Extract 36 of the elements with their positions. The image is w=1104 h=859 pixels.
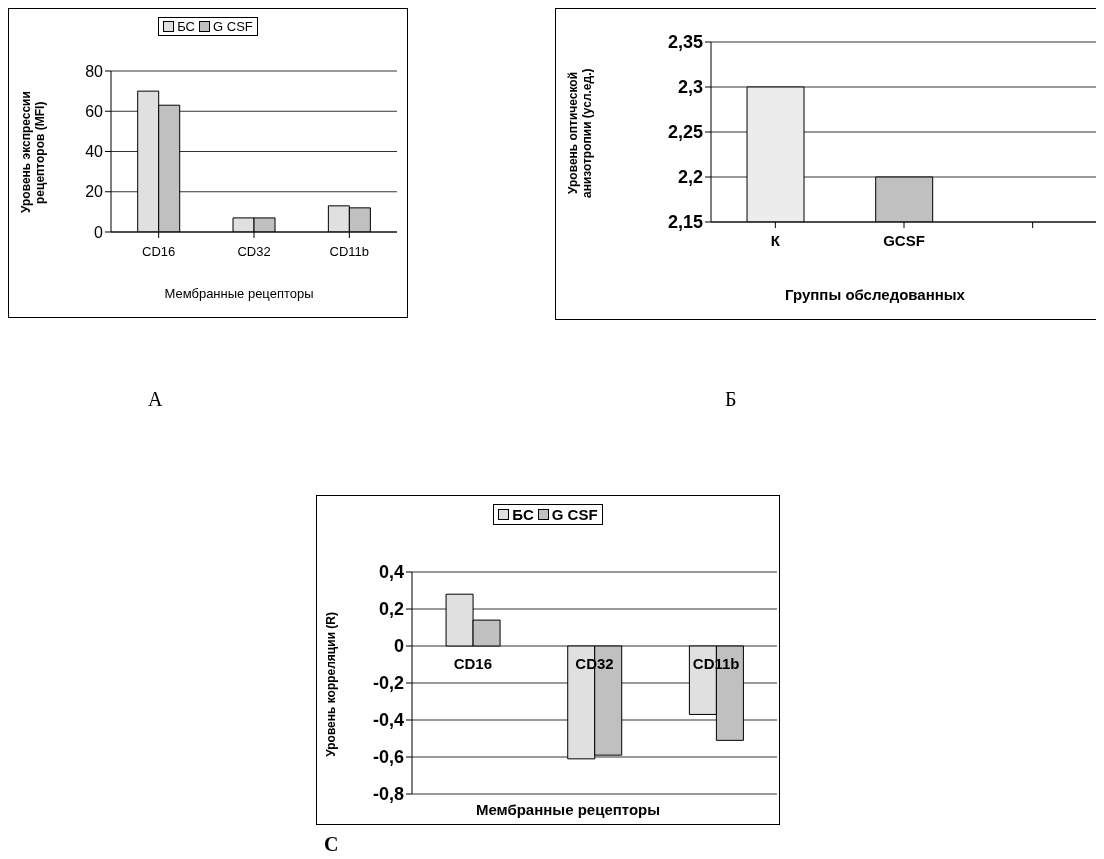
y-tick-label: 0 [393, 636, 404, 657]
x-tick-label: CD11b [329, 244, 370, 259]
x-tick-label: CD16 [142, 244, 176, 259]
x-tick-label: CD32 [237, 244, 271, 259]
y-tick-label: 2,25 [667, 122, 703, 143]
x-axis-title: Группы обследованных [784, 286, 966, 303]
text: C [324, 833, 339, 853]
y-axis-title: Уровень оптической анизотропии (усл.ед.) [566, 67, 594, 200]
legend-label: G CSF [212, 19, 253, 34]
y-tick-label: 40 [85, 143, 104, 161]
text: Б [725, 388, 737, 411]
y-tick-label: 2,15 [667, 212, 703, 233]
y-tick-label: 20 [85, 183, 104, 201]
y-tick-label: -0,2 [372, 673, 404, 694]
x-tick-label: GCSF [883, 232, 925, 249]
y-tick-label: 2,35 [667, 32, 703, 53]
legend-label: БС [176, 19, 196, 34]
y-tick-label: 80 [85, 62, 104, 80]
x-axis-title: Мембранные рецепторы [163, 286, 315, 301]
legend-label: G CSF [550, 506, 598, 523]
text: А [148, 388, 163, 411]
y-tick-label: 0 [94, 223, 104, 241]
y-tick-label: 0,2 [378, 599, 404, 620]
y-tick-label: -0,8 [372, 784, 404, 805]
y-tick-label: 2,3 [677, 77, 703, 98]
y-tick-label: -0,6 [372, 747, 404, 768]
y-tick-label: 0,4 [378, 562, 404, 583]
legend-label: БС [511, 506, 534, 523]
y-tick-label: 2,2 [677, 167, 703, 188]
y-axis-title: Уровень корреляции (R) [324, 611, 338, 757]
y-tick-label: 60 [85, 102, 104, 120]
x-axis-title: Мембранные рецепторы [475, 801, 661, 818]
x-tick-label: К [770, 232, 781, 249]
y-axis-title: Уровень экспрессии рецепторов (MFI) [19, 90, 47, 216]
y-tick-label: -0,4 [372, 710, 404, 731]
x-tick-label: CD16 [453, 654, 493, 672]
